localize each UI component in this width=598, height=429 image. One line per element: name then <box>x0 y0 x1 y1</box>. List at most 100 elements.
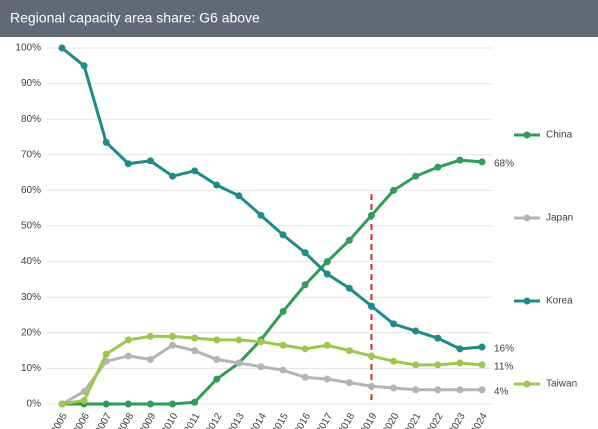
y-tick-label: 60% <box>21 185 41 196</box>
series-line <box>61 343 482 406</box>
x-tick-label: 2018 <box>337 411 358 429</box>
point <box>235 336 243 344</box>
point <box>124 400 132 408</box>
point <box>235 359 243 367</box>
y-tick-label: 10% <box>21 363 41 374</box>
point <box>213 375 221 383</box>
x-tick-label: 2012 <box>204 411 225 429</box>
point <box>345 284 353 292</box>
point <box>456 386 464 394</box>
point <box>412 327 420 335</box>
point <box>412 386 420 394</box>
point <box>323 375 331 383</box>
point <box>367 211 375 219</box>
point <box>146 157 154 165</box>
point <box>456 156 464 164</box>
y-tick-label: 80% <box>21 114 41 125</box>
x-tick-label: 2020 <box>381 411 402 429</box>
point <box>367 382 375 390</box>
x-tick-label: 2022 <box>425 411 446 429</box>
y-tick-label: 70% <box>21 149 41 160</box>
point <box>390 186 398 194</box>
point <box>412 361 420 369</box>
point <box>213 181 221 189</box>
value-label: 11% <box>494 361 513 372</box>
y-tick-label: 100% <box>15 43 41 54</box>
x-tick-label: 2009 <box>138 411 159 429</box>
point <box>412 172 420 180</box>
series-line <box>62 158 483 406</box>
point <box>213 356 221 363</box>
y-tick-label: 50% <box>21 221 41 232</box>
title-bar <box>0 0 598 37</box>
chart-title: Regional capacity area share: G6 above <box>10 10 260 26</box>
point <box>146 332 154 340</box>
x-tick-label: 2011 <box>182 411 202 429</box>
point <box>102 138 110 146</box>
point <box>301 345 309 353</box>
legend-label: Taiwan <box>546 379 577 390</box>
value-label: 4% <box>494 386 509 397</box>
x-tick-label: 2023 <box>447 411 468 429</box>
point <box>80 388 88 396</box>
legend-marker <box>523 131 531 139</box>
y-tick-label: 40% <box>21 256 41 267</box>
point <box>434 334 442 342</box>
value-label: 68% <box>494 159 514 170</box>
x-tick-label: 2005 <box>49 411 70 429</box>
point <box>191 334 199 342</box>
x-tick-label: 2024 <box>469 411 490 429</box>
point <box>146 400 154 408</box>
point <box>124 336 132 344</box>
point <box>191 167 199 175</box>
point <box>367 352 375 360</box>
point <box>301 281 309 289</box>
point <box>169 341 177 349</box>
point <box>301 249 309 257</box>
point <box>345 236 353 244</box>
point <box>124 352 132 360</box>
y-tick-label: 20% <box>21 327 41 338</box>
point <box>124 160 132 168</box>
legend-marker <box>523 380 531 388</box>
point <box>390 320 398 328</box>
point <box>478 361 486 369</box>
point <box>80 396 88 404</box>
point <box>367 302 375 310</box>
point <box>478 386 486 394</box>
legend-marker <box>523 214 531 222</box>
point <box>169 172 177 180</box>
point <box>169 332 177 340</box>
x-tick-label: 2013 <box>226 411 247 429</box>
y-tick-label: 0% <box>27 399 42 410</box>
x-tick-label: 2006 <box>71 411 92 429</box>
point <box>345 379 353 387</box>
legend-label: China <box>546 130 573 141</box>
y-tick-label: 30% <box>21 292 41 303</box>
point <box>434 163 442 171</box>
point <box>80 62 88 70</box>
point <box>390 357 398 365</box>
point <box>478 158 486 166</box>
point <box>191 398 199 406</box>
point <box>456 359 464 367</box>
x-tick-label: 2014 <box>248 411 269 429</box>
y-tick-label: 90% <box>21 78 41 89</box>
legend-marker <box>523 297 531 305</box>
point <box>257 363 265 371</box>
x-tick-label: 2008 <box>116 411 137 429</box>
point <box>434 361 442 369</box>
point <box>301 373 309 381</box>
point <box>345 347 353 355</box>
point <box>169 400 177 408</box>
x-tick-label: 2021 <box>403 411 424 429</box>
point <box>279 231 287 239</box>
x-tick-label: 2019 <box>359 411 380 429</box>
point <box>434 386 442 394</box>
point <box>456 345 464 353</box>
point <box>102 350 110 358</box>
point <box>213 336 221 344</box>
point <box>323 270 331 278</box>
point <box>279 307 287 315</box>
